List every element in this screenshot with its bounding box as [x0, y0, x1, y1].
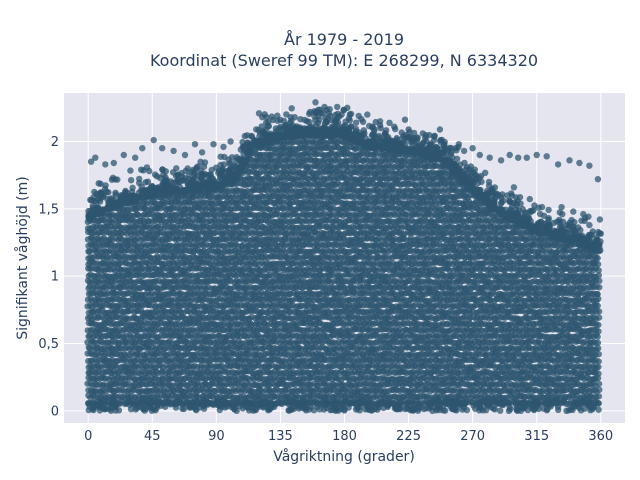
data-points: [84, 99, 604, 414]
chart-subtitle: Koordinat (Sweref 99 TM): E 268299, N 63…: [150, 51, 538, 70]
chart-title: År 1979 - 2019: [284, 30, 404, 49]
